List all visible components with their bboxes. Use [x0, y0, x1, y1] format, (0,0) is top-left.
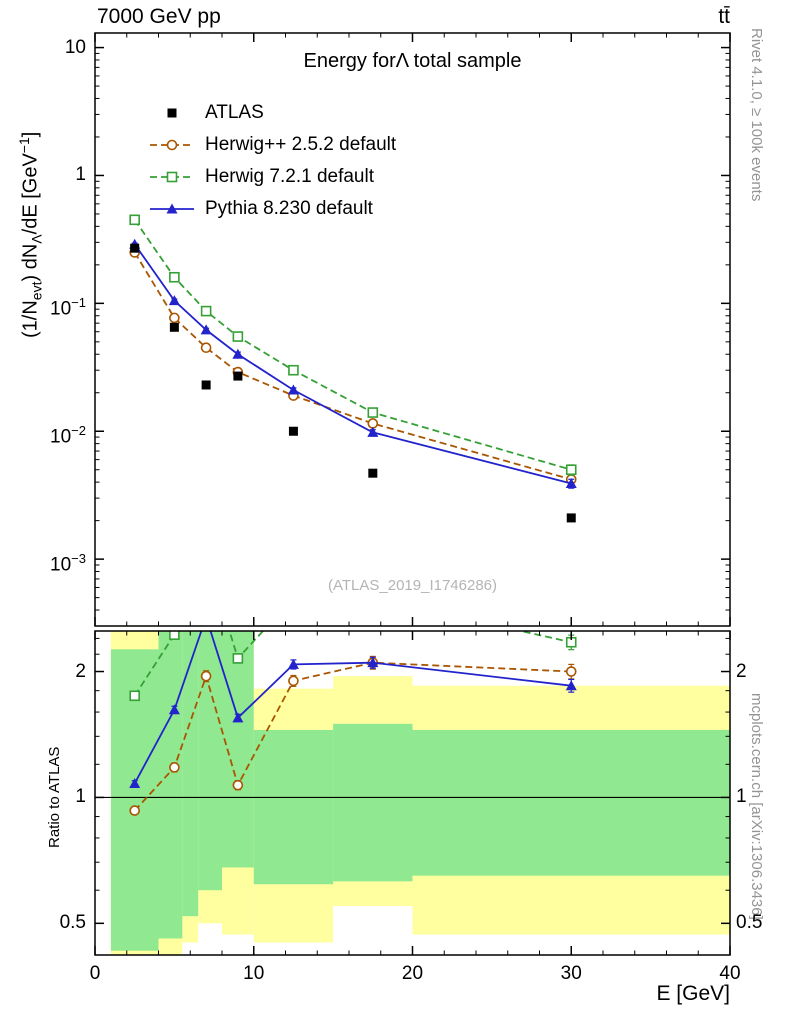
tick-label: 40: [719, 963, 741, 984]
tick-label: 1: [75, 164, 86, 186]
legend-item: ATLAS: [148, 97, 396, 129]
herwig++-marker-icon: [150, 139, 194, 151]
process-label: tt̄: [718, 5, 730, 28]
rivet-version-label: Rivet 4.1.0, ≥ 100k events: [748, 28, 765, 202]
herwig-marker-icon: [150, 171, 194, 183]
legend: ATLAS Herwig++ 2.5.2 default Herwig 7.2.1 …: [148, 97, 396, 225]
legend-item: Herwig++ 2.5.2 default: [148, 129, 396, 161]
legend-label: Herwig 7.2.1 default: [205, 166, 374, 187]
ylabel-part: ) dN: [19, 243, 42, 282]
ylabel-sup: −1: [16, 137, 32, 154]
plot-title: Energy forΛ total sample: [303, 50, 522, 72]
ylabel-sub: Λ: [28, 234, 45, 244]
legend-label: Pythia 8.230 default: [205, 198, 373, 219]
tick-label: 10: [64, 36, 86, 58]
ylabel-part: ]: [19, 131, 42, 138]
tick-label: 0.5: [59, 912, 86, 934]
legend-item: Pythia 8.230 default: [148, 193, 396, 225]
tick-label: 10−3: [50, 551, 86, 576]
tick-label: 10−2: [50, 423, 86, 448]
legend-label: Herwig++ 2.5.2 default: [205, 134, 397, 155]
beam-energy-label: 7000 GeV pp: [97, 5, 221, 28]
mcplots-citation-label: mcplots.cern.ch [arXiv:1306.3436]: [748, 693, 765, 920]
legend-item: Herwig 7.2.1 default: [148, 161, 396, 193]
tick-label: 1: [736, 786, 747, 808]
tick-label: 2: [75, 660, 86, 682]
main-series: [129, 214, 577, 523]
tick-label: 0.5: [736, 912, 763, 934]
legend-label: ATLAS: [205, 102, 264, 123]
tick-label: 20: [401, 963, 424, 984]
atlas-marker-icon: [167, 108, 177, 118]
tick-label: 30: [560, 963, 582, 984]
analysis-watermark: (ATLAS_2019_I1746286): [327, 577, 497, 594]
tick-label: 1: [75, 786, 86, 808]
tick-label: 2: [736, 660, 747, 682]
tick-label: 10−1: [50, 295, 86, 320]
ratio-series: [129, 631, 577, 816]
pythia-marker-icon: [150, 203, 194, 214]
x-axis-label: E [GeV]: [656, 982, 730, 1005]
tick-label: 10: [243, 963, 265, 984]
tick-label: 0: [89, 963, 101, 984]
